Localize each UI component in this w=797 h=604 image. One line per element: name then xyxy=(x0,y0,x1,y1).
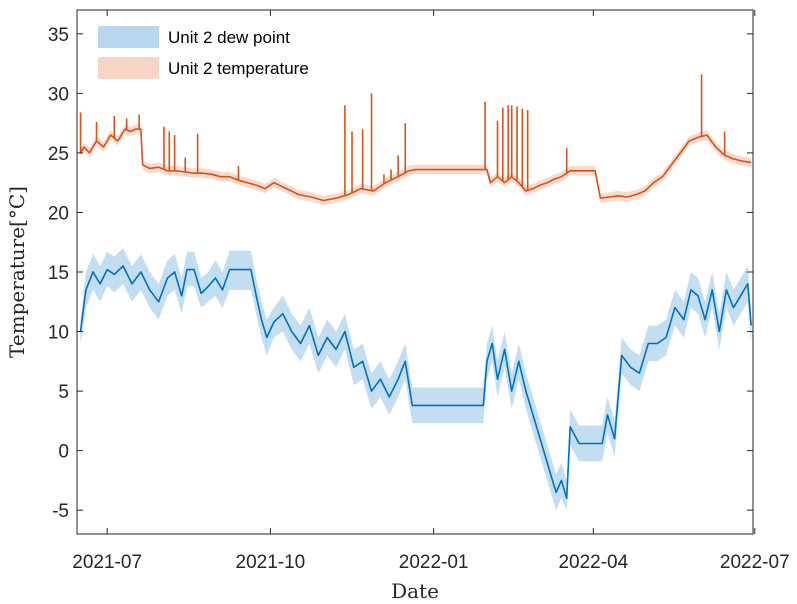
legend-swatch xyxy=(98,57,159,79)
x-tick-label: 2022-01 xyxy=(399,552,469,573)
x-tick-label: 2021-10 xyxy=(236,552,306,573)
y-tick-label: 5 xyxy=(58,382,69,403)
unit-2-dew-point-band xyxy=(80,248,752,511)
x-tick-label: 2021-07 xyxy=(72,552,142,573)
unit-2-temperature-band xyxy=(80,124,752,206)
x-tick-label: 2022-04 xyxy=(558,552,628,573)
x-axis-title: Date xyxy=(391,579,439,603)
y-tick-label: 35 xyxy=(48,25,69,46)
unit-2-temperature-line xyxy=(79,128,752,202)
y-tick-label: 0 xyxy=(58,442,69,463)
x-tick-label: 2022-07 xyxy=(720,552,790,573)
y-tick-label: 20 xyxy=(48,203,69,224)
y-tick-label: 30 xyxy=(48,84,69,105)
legend-swatch xyxy=(98,26,159,48)
legend: Unit 2 dew point Unit 2 temperature xyxy=(98,26,309,79)
legend-label: Unit 2 dew point xyxy=(168,28,290,47)
y-tick-label: -5 xyxy=(52,501,69,522)
unit-2-dew-point-line xyxy=(79,265,752,500)
y-tick-label: 25 xyxy=(48,144,69,165)
y-axis-title: Temperature[°C] xyxy=(5,186,29,358)
legend-label: Unit 2 temperature xyxy=(168,59,309,78)
y-tick-label: 10 xyxy=(48,323,69,344)
y-tick-label: 15 xyxy=(48,263,69,284)
